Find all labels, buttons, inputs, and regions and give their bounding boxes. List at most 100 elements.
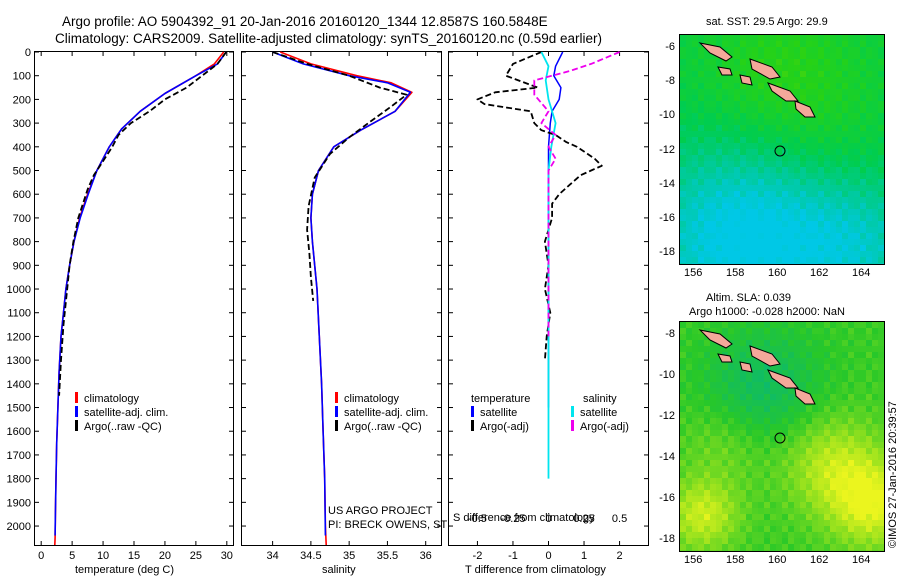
map-cell xyxy=(842,544,848,550)
map-cell xyxy=(686,466,692,472)
map-cell xyxy=(830,71,836,77)
map-cell xyxy=(710,400,716,406)
map-cell xyxy=(782,532,788,538)
map2-title2: Argo h1000: -0.028 h2000: NaN xyxy=(689,306,845,318)
map-cell xyxy=(818,526,824,532)
map-cell xyxy=(872,107,878,113)
legend-swatch-blue xyxy=(471,406,474,417)
map-cell xyxy=(800,149,806,155)
map-cell xyxy=(794,454,800,460)
map-cell xyxy=(836,352,842,358)
map-cell xyxy=(740,113,746,119)
map-cell xyxy=(878,155,884,161)
map-cell xyxy=(752,95,758,101)
map-cell xyxy=(848,155,854,161)
map-cell xyxy=(770,263,776,264)
map-x-tick-label: 156 xyxy=(684,267,703,279)
map-cell xyxy=(710,203,716,209)
map-cell xyxy=(854,394,860,400)
map-cell xyxy=(806,514,812,520)
map-cell xyxy=(854,77,860,83)
map-cell xyxy=(788,388,794,394)
map-cell xyxy=(872,532,878,538)
map-cell xyxy=(866,185,872,191)
map-cell xyxy=(824,484,830,490)
map-cell xyxy=(680,191,686,197)
map-cell xyxy=(854,430,860,436)
map-cell xyxy=(860,245,866,251)
temperature-legend: climatology satellite-adj. clim. Argo(..… xyxy=(75,392,168,434)
map-cell xyxy=(830,466,836,472)
map-cell xyxy=(788,47,794,53)
map-cell xyxy=(722,125,728,131)
map-cell xyxy=(872,233,878,239)
map-cell xyxy=(734,406,740,412)
map-cell xyxy=(722,41,728,47)
map-cell xyxy=(866,107,872,113)
map-cell xyxy=(698,394,704,400)
map-cell xyxy=(770,544,776,550)
map-cell xyxy=(770,520,776,526)
map-cell xyxy=(860,107,866,113)
map-cell xyxy=(770,406,776,412)
map-cell xyxy=(680,89,686,95)
map-cell xyxy=(830,532,836,538)
map-cell xyxy=(698,364,704,370)
map-cell xyxy=(782,77,788,83)
map-cell xyxy=(866,215,872,221)
map-cell xyxy=(848,233,854,239)
map-cell xyxy=(776,478,782,484)
map-cell xyxy=(824,167,830,173)
map-cell xyxy=(752,376,758,382)
map-cell xyxy=(770,155,776,161)
map-cell xyxy=(686,502,692,508)
map-cell xyxy=(728,155,734,161)
map-cell xyxy=(842,388,848,394)
map-cell xyxy=(818,167,824,173)
map-cell xyxy=(824,131,830,137)
map-cell xyxy=(842,89,848,95)
map-cell xyxy=(788,173,794,179)
map-cell xyxy=(782,550,788,551)
map-cell xyxy=(788,137,794,143)
map-cell xyxy=(878,358,884,364)
map-cell xyxy=(716,149,722,155)
map-cell xyxy=(818,400,824,406)
map-cell xyxy=(698,544,704,550)
map-cell xyxy=(872,41,878,47)
map-cell xyxy=(770,490,776,496)
map-cell xyxy=(698,239,704,245)
map-cell xyxy=(866,209,872,215)
map-cell xyxy=(776,388,782,394)
map-cell xyxy=(686,161,692,167)
map-cell xyxy=(752,179,758,185)
map-cell xyxy=(872,155,878,161)
map-cell xyxy=(698,388,704,394)
map-cell xyxy=(764,59,770,65)
map-cell xyxy=(860,532,866,538)
map-cell xyxy=(692,95,698,101)
map-cell xyxy=(728,460,734,466)
map-cell xyxy=(854,107,860,113)
map-cell xyxy=(758,484,764,490)
map-cell xyxy=(728,95,734,101)
map-cell xyxy=(752,107,758,113)
map-cell xyxy=(866,484,872,490)
map-cell xyxy=(746,35,752,41)
map-cell xyxy=(806,364,812,370)
map-cell xyxy=(794,191,800,197)
map-cell xyxy=(716,257,722,263)
map-cell xyxy=(740,179,746,185)
map-cell xyxy=(866,550,872,551)
map-cell xyxy=(818,454,824,460)
map-cell xyxy=(866,430,872,436)
legend-label: Argo(-adj) xyxy=(580,421,629,433)
map-cell xyxy=(854,400,860,406)
map-cell xyxy=(794,346,800,352)
map-cell xyxy=(854,502,860,508)
map-cell xyxy=(878,221,884,227)
map-cell xyxy=(776,442,782,448)
map-cell xyxy=(776,352,782,358)
map-cell xyxy=(824,113,830,119)
map-cell xyxy=(758,526,764,532)
